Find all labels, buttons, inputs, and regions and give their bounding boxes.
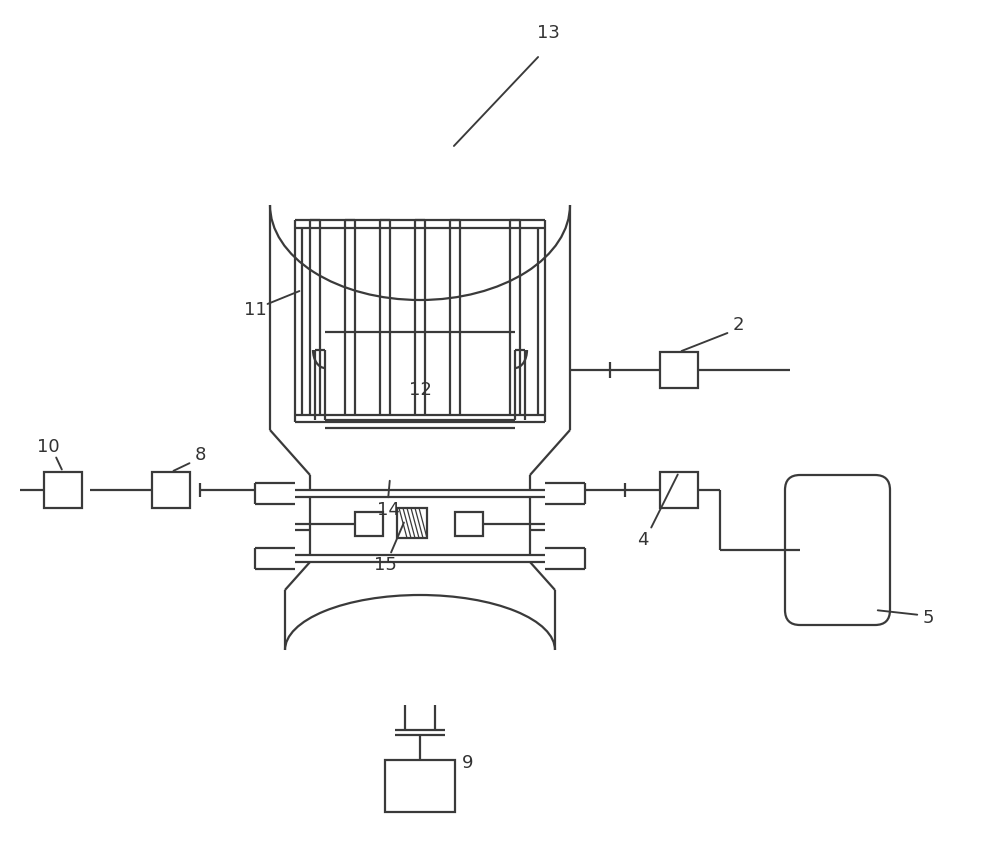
Text: 10: 10 <box>37 438 59 456</box>
Bar <box>660 472 698 508</box>
Text: 2: 2 <box>732 316 744 334</box>
Text: 9: 9 <box>462 754 474 772</box>
Text: 8: 8 <box>194 446 206 464</box>
Bar <box>355 512 383 536</box>
Text: 14: 14 <box>377 501 399 519</box>
Bar <box>455 512 483 536</box>
Text: 12: 12 <box>409 381 431 399</box>
Bar <box>152 472 190 508</box>
Text: 13: 13 <box>537 24 559 42</box>
Bar <box>385 760 455 812</box>
Text: 4: 4 <box>637 531 649 549</box>
Text: 11: 11 <box>244 301 266 319</box>
Text: 15: 15 <box>374 556 396 574</box>
Text: 5: 5 <box>922 609 934 627</box>
Bar <box>44 472 82 508</box>
Bar <box>660 352 698 388</box>
Bar <box>397 508 427 538</box>
